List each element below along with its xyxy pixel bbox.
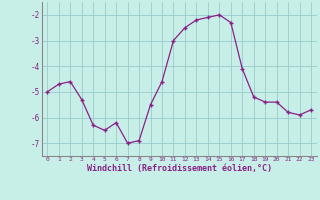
X-axis label: Windchill (Refroidissement éolien,°C): Windchill (Refroidissement éolien,°C) <box>87 164 272 173</box>
